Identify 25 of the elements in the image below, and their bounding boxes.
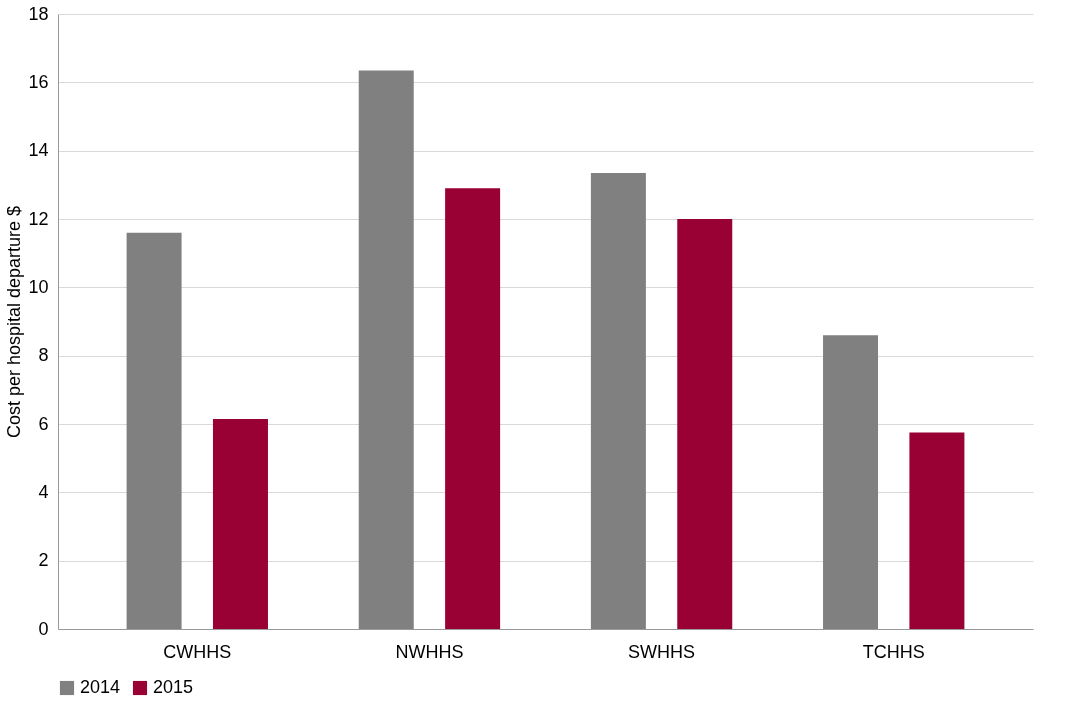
y-tick-label: 8	[38, 345, 49, 366]
x-tick-label: NWHHS	[395, 641, 464, 662]
legend-label: 2015	[153, 677, 194, 697]
x-tick-label: CWHHS	[163, 641, 232, 662]
y-tick-label: 2	[38, 550, 49, 571]
bar	[823, 335, 879, 629]
y-tick-label: 10	[28, 276, 49, 297]
y-tick-label: 4	[38, 481, 49, 502]
bar	[677, 219, 733, 629]
y-axis-title: Cost per hospital departure $	[4, 205, 25, 439]
x-tick-label: SWHHS	[628, 641, 696, 662]
bar	[126, 232, 182, 629]
y-tick-label: 16	[28, 71, 49, 92]
y-tick-label: 12	[28, 208, 49, 229]
bar	[445, 188, 501, 629]
legend-label: 2014	[80, 677, 121, 697]
y-tick-label: 0	[38, 618, 49, 639]
y-tick-label: 6	[38, 413, 49, 434]
bar	[358, 70, 414, 629]
y-tick-label: 14	[28, 140, 49, 161]
bar	[590, 172, 646, 629]
x-tick-label: TCHHS	[862, 641, 925, 662]
bar	[909, 432, 965, 629]
y-tick-label: 18	[28, 3, 49, 24]
bar	[212, 418, 268, 629]
